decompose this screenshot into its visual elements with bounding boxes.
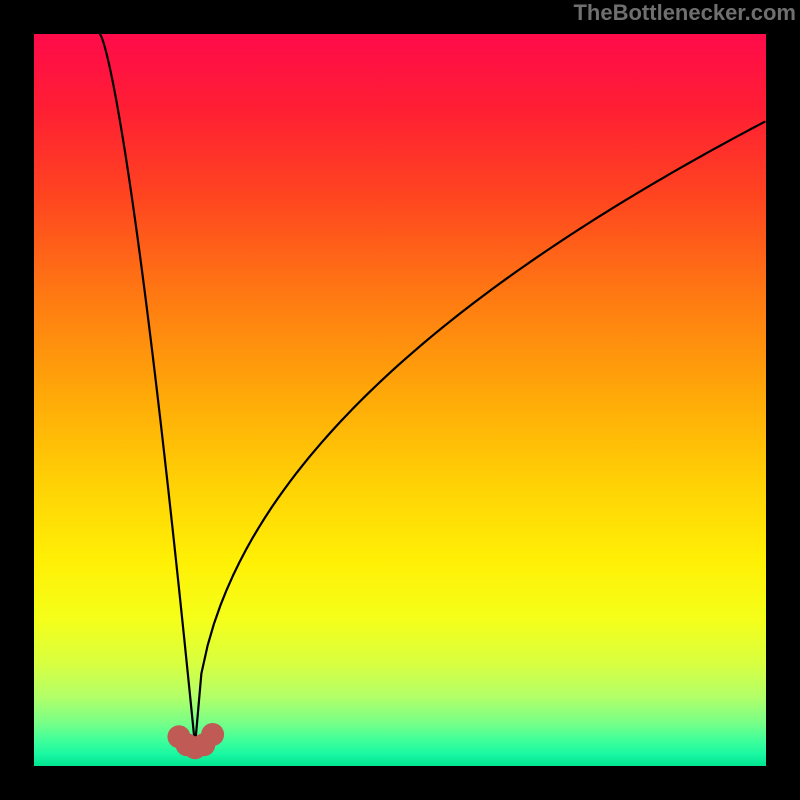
- optimal-marker-dot: [201, 723, 224, 746]
- chart-background-gradient: [34, 34, 766, 766]
- bottleneck-chart: [0, 0, 800, 800]
